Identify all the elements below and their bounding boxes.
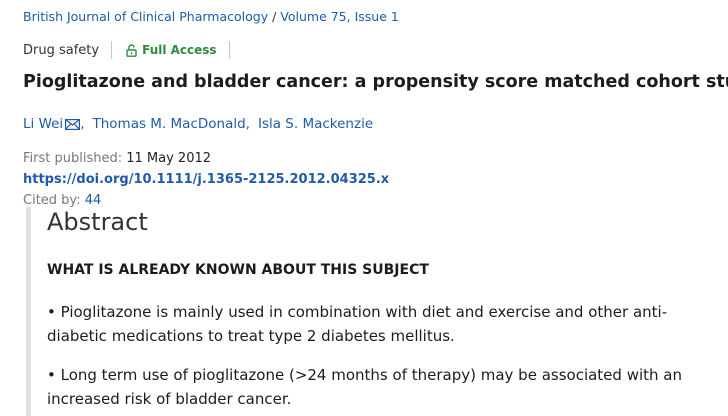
article-type: Drug safety xyxy=(23,42,100,58)
article-meta-row: Drug safety Full Access xyxy=(23,40,230,60)
journal-name-link[interactable]: British Journal of Clinical Pharmacology xyxy=(23,9,269,24)
breadcrumb-separator: / xyxy=(268,9,281,24)
full-access-badge: Full Access xyxy=(126,43,217,57)
author-link[interactable]: Thomas M. MacDonald xyxy=(92,116,246,132)
author-separator: , xyxy=(245,116,250,132)
cited-by-count-link[interactable]: 44 xyxy=(84,193,102,208)
journal-breadcrumb: British Journal of Clinical Pharmacology… xyxy=(23,9,399,24)
author-link[interactable]: Isla S. Mackenzie xyxy=(257,116,374,132)
lock-open-icon xyxy=(126,43,137,57)
abstract-paragraph: • Pioglitazone is mainly used in combina… xyxy=(47,303,668,345)
article-title: Pioglitazone and bladder cancer: a prope… xyxy=(23,72,728,92)
doi-row: https://doi.org/10.1111/j.1365-2125.2012… xyxy=(23,169,389,190)
author-separator: , xyxy=(80,116,85,132)
meta-divider xyxy=(111,41,113,59)
issue-link[interactable]: Volume 75, Issue 1 xyxy=(280,9,399,24)
abstract-section-heading: WHAT IS ALREADY KNOWN ABOUT THIS SUBJECT xyxy=(47,262,429,278)
email-icon[interactable] xyxy=(65,118,81,130)
cited-by-label: Cited by: xyxy=(23,193,81,208)
author-list: Li Wei , Thomas M. MacDonald , Isla S. M… xyxy=(23,116,373,132)
full-access-label: Full Access xyxy=(142,43,217,57)
publication-info: First published: 11 May 2012 https://doi… xyxy=(23,148,389,211)
first-published-row: First published: 11 May 2012 xyxy=(23,148,389,169)
first-published-label: First published: xyxy=(23,151,123,166)
abstract-side-bar xyxy=(26,207,31,416)
first-published-date: 11 May 2012 xyxy=(126,151,212,166)
abstract-paragraph: • Long term use of pioglitazone (>24 mon… xyxy=(47,366,682,408)
abstract-heading: Abstract xyxy=(47,208,148,236)
doi-link[interactable]: https://doi.org/10.1111/j.1365-2125.2012… xyxy=(23,172,390,187)
meta-divider xyxy=(228,41,230,59)
author-link[interactable]: Li Wei xyxy=(23,116,64,132)
cited-by-row: Cited by: 44 xyxy=(23,190,389,211)
